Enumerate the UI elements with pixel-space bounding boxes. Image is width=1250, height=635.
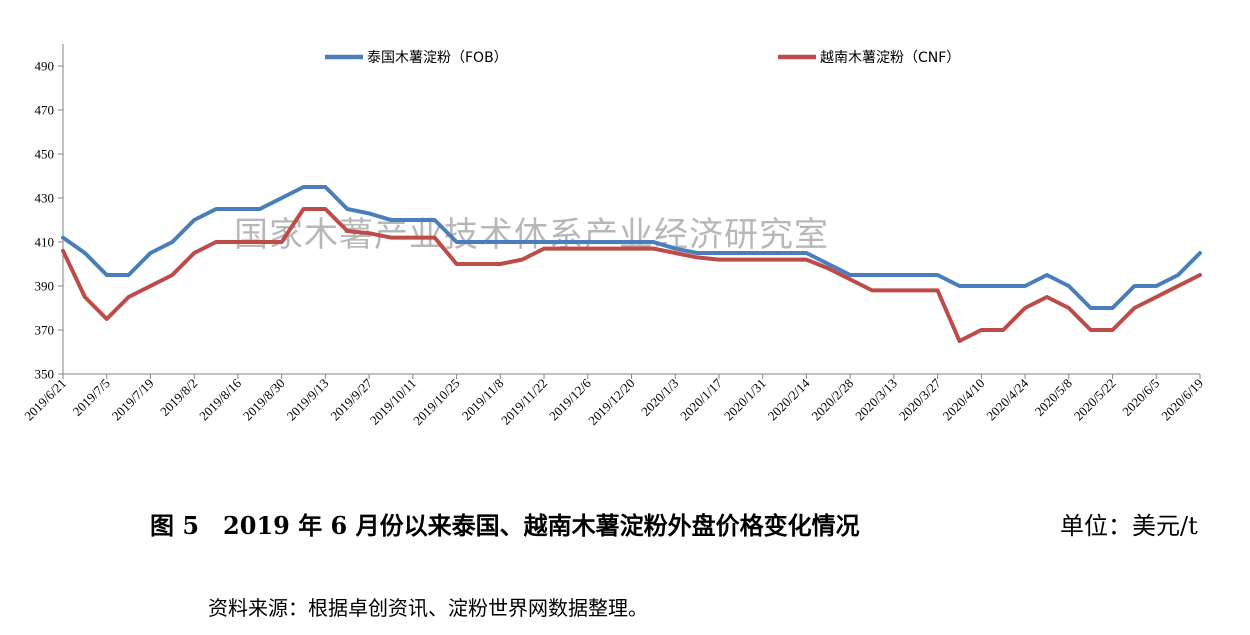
- legend-label-cnf: 越南木薯淀粉（CNF）: [820, 50, 960, 66]
- figure-caption: 图 5 2019 年 6 月份以来泰国、越南木薯淀粉外盘价格变化情况: [150, 511, 860, 540]
- x-tick-label: 2019/12/20: [585, 376, 637, 428]
- x-tick-label: 2020/3/27: [896, 375, 944, 423]
- x-tick-label: 2020/6/5: [1119, 376, 1162, 419]
- x-tick-label: 2020/3/13: [852, 376, 900, 424]
- x-tick-label: 2019/10/25: [410, 376, 462, 428]
- data-source-note: 资料来源：根据卓创资讯、淀粉世界网数据整理。: [208, 596, 648, 620]
- x-tick-label: 2019/8/30: [240, 376, 288, 424]
- x-tick-label: 2020/1/3: [638, 376, 681, 419]
- y-tick-label: 370: [35, 323, 55, 338]
- x-tick-label: 2020/2/28: [808, 376, 856, 424]
- watermark-text: 国家木薯产业技术体系产业经济研究室: [234, 215, 829, 255]
- x-tick-label: 2019/11/22: [498, 376, 550, 428]
- y-tick-label: 430: [35, 191, 55, 206]
- series-line-cnf: [61, 207, 1202, 343]
- x-tick-label: 2020/4/24: [983, 375, 1031, 423]
- x-tick-label: 2019/10/11: [367, 376, 419, 428]
- x-tick-label: 2020/6/19: [1158, 376, 1206, 424]
- x-tick-label: 2019/6/21: [21, 376, 69, 424]
- x-tick-label: 2020/1/31: [721, 376, 769, 424]
- y-tick-label: 350: [35, 367, 55, 382]
- x-tick-label: 2019/9/13: [284, 376, 332, 424]
- y-tick-label: 450: [35, 147, 55, 162]
- x-tick-label: 2020/1/17: [677, 375, 725, 423]
- legend-label-fob: 泰国木薯淀粉（FOB）: [367, 50, 508, 66]
- x-tick-label: 2020/5/22: [1071, 376, 1119, 424]
- y-axis-ticks: 350 370 390 410 430 450 470 490: [35, 59, 63, 382]
- unit-label: 单位：美元/t: [1060, 512, 1198, 540]
- y-tick-label: 390: [35, 279, 55, 294]
- chart-legend: 泰国木薯淀粉（FOB） 越南木薯淀粉（CNF）: [325, 50, 960, 66]
- x-tick-label: 2019/8/16: [196, 375, 244, 423]
- x-tick-label: 2020/4/10: [940, 376, 988, 424]
- x-tick-label: 2019/8/2: [157, 376, 200, 419]
- y-tick-label: 470: [35, 103, 55, 118]
- x-tick-label: 2020/2/14: [765, 375, 813, 423]
- y-tick-label: 490: [35, 59, 55, 74]
- y-tick-label: 410: [35, 235, 55, 250]
- x-tick-label: 2019/7/5: [70, 376, 113, 419]
- series-lines: [61, 185, 1202, 343]
- x-tick-label: 2020/5/8: [1032, 376, 1075, 419]
- x-tick-label: 2019/7/19: [109, 376, 157, 424]
- series-line-fob: [61, 185, 1202, 310]
